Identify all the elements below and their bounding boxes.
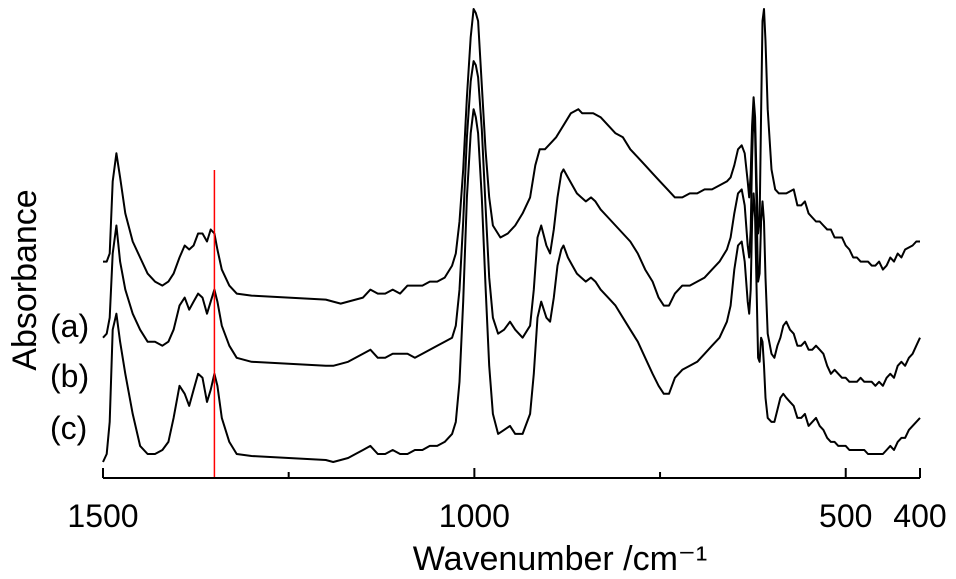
x-tick-label-500: 500 (819, 498, 872, 534)
x-tick-label-1000: 1000 (439, 498, 510, 534)
series-label-a: (a) (50, 308, 89, 344)
spectrum-line-c (102, 108, 921, 463)
spectrum-line-a (103, 8, 920, 305)
series-layer (102, 8, 921, 463)
x-tick-label-400: 400 (893, 498, 946, 534)
x-axis (102, 468, 921, 479)
series-label-c: (c) (50, 410, 87, 446)
spectrum-line-b (102, 60, 921, 387)
series-labels: (a) (b) (c) (50, 308, 89, 446)
x-tick-label-1500: 1500 (67, 498, 138, 534)
series-label-b: (b) (50, 358, 89, 394)
y-axis-label: Absorbance (6, 189, 44, 370)
x-axis-label: Wavenumber /cm⁻¹ (413, 540, 707, 578)
x-tick-labels: 1500 1000 500 400 (67, 498, 946, 534)
